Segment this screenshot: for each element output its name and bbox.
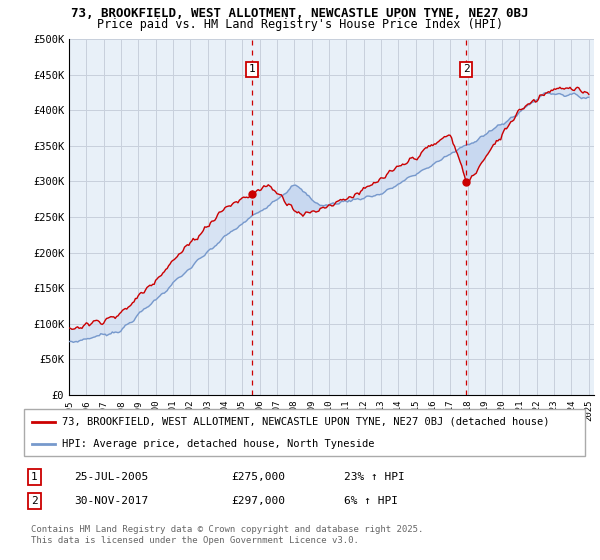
Text: 1: 1 bbox=[31, 472, 37, 482]
Text: 2: 2 bbox=[31, 496, 37, 506]
Text: 73, BROOKFIELD, WEST ALLOTMENT, NEWCASTLE UPON TYNE, NE27 0BJ: 73, BROOKFIELD, WEST ALLOTMENT, NEWCASTL… bbox=[71, 7, 529, 20]
Text: £297,000: £297,000 bbox=[232, 496, 286, 506]
Text: Contains HM Land Registry data © Crown copyright and database right 2025.
This d: Contains HM Land Registry data © Crown c… bbox=[31, 525, 423, 545]
Text: 25-JUL-2005: 25-JUL-2005 bbox=[74, 472, 149, 482]
Text: 2: 2 bbox=[463, 64, 470, 74]
Text: 30-NOV-2017: 30-NOV-2017 bbox=[74, 496, 149, 506]
Text: 73, BROOKFIELD, WEST ALLOTMENT, NEWCASTLE UPON TYNE, NE27 0BJ (detached house): 73, BROOKFIELD, WEST ALLOTMENT, NEWCASTL… bbox=[62, 417, 550, 427]
FancyBboxPatch shape bbox=[24, 409, 585, 456]
Text: £275,000: £275,000 bbox=[232, 472, 286, 482]
Text: HPI: Average price, detached house, North Tyneside: HPI: Average price, detached house, Nort… bbox=[62, 438, 374, 449]
Text: 6% ↑ HPI: 6% ↑ HPI bbox=[344, 496, 398, 506]
Text: 1: 1 bbox=[249, 64, 256, 74]
Text: 23% ↑ HPI: 23% ↑ HPI bbox=[344, 472, 404, 482]
Text: Price paid vs. HM Land Registry's House Price Index (HPI): Price paid vs. HM Land Registry's House … bbox=[97, 18, 503, 31]
